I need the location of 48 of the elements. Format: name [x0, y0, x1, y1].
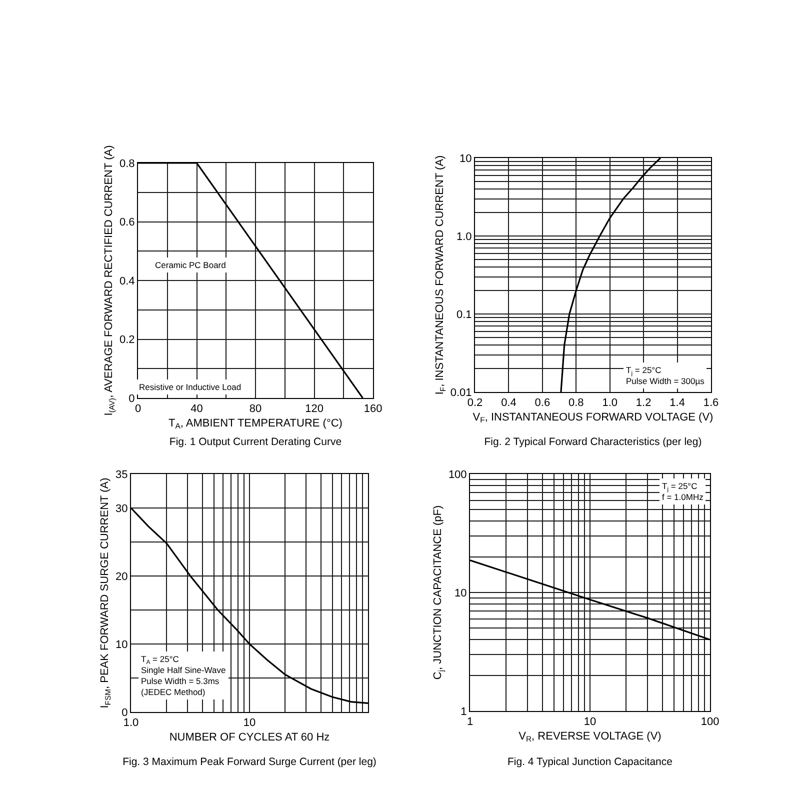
- annotation: T$_{j}$ = 25°C: [662, 481, 698, 493]
- y-tick-label: 0.8: [120, 158, 135, 170]
- y-tick-label: 30: [116, 502, 128, 515]
- y-tick-label: 100: [448, 468, 467, 481]
- y-tick-label: 0.2: [120, 334, 135, 346]
- x-tick-label: 0.4: [501, 397, 516, 410]
- y-tick-label: 1.0: [456, 230, 472, 243]
- y-tick-label: 1: [460, 706, 467, 718]
- y-tick-label: 20: [116, 570, 128, 583]
- annotation: f = 1.0MHz: [662, 492, 704, 502]
- x-tick-label: 1.6: [703, 397, 719, 410]
- x-tick-label: 1.0: [602, 397, 618, 410]
- y-tick-label: 0.1: [456, 308, 472, 321]
- annotation: T$_{j}$ = 25°C: [626, 365, 662, 377]
- y-tick-label: 35: [116, 468, 128, 481]
- annotation: (JEDEC Method): [141, 687, 206, 698]
- x-axis-title: V$_{F}$, INSTANTANEOUS FORWARD VOLTAGE (V): [472, 411, 714, 425]
- text: Fig. 2 Typical Forward Characteristics (per leg): [484, 436, 702, 448]
- annotation: T$_{A}$ = 25°C: [141, 654, 179, 666]
- text: Fig. 1 Output Current Derating Curve: [169, 436, 342, 448]
- x-tick-label: 10: [243, 717, 256, 730]
- y-tick-label: 10: [460, 152, 472, 165]
- annotation: Single Half Sine-Wave: [141, 665, 226, 676]
- x-tick-label: 100: [700, 716, 720, 728]
- y-tick-label: 0: [122, 706, 128, 719]
- y-tick-label: 10: [454, 587, 467, 600]
- annotation: Pulse Width = 300µs: [626, 376, 704, 386]
- x-axis-title: NUMBER OF CYCLES AT 60 Hz: [169, 731, 330, 744]
- x-axis-title: V$_{R}$, REVERSE VOLTAGE (V): [518, 730, 662, 744]
- y-tick-label: 10: [116, 638, 128, 651]
- x-tick-label: 0.6: [534, 397, 550, 410]
- annotation: Pulse Width = 5.3ms: [141, 676, 220, 686]
- x-tick-label: 120: [305, 403, 324, 416]
- y-tick-label: 0.01: [450, 386, 472, 399]
- x-tick-label: 0.8: [568, 397, 584, 410]
- x-tick-label: 1.2: [636, 397, 652, 410]
- annotation: Ceramic PC Board: [155, 260, 226, 270]
- annotation: Resistive or Inductive Load: [139, 382, 242, 392]
- text: Fig. 3 Maximum Peak Forward Surge Current (per leg): [122, 756, 376, 768]
- x-axis-title: T$_{A}$, AMBIENT TEMPERATURE (°C): [168, 417, 342, 431]
- y-tick-label: 0.6: [120, 216, 135, 229]
- x-tick-label: 40: [190, 403, 203, 416]
- x-tick-label: 1.4: [670, 397, 685, 410]
- x-tick-label: 160: [364, 403, 382, 416]
- y-tick-label: 0.4: [120, 275, 135, 288]
- x-tick-label: 80: [249, 403, 262, 416]
- x-tick-label: 10: [584, 716, 596, 728]
- text: Fig. 4 Typical Junction Capacitance: [508, 756, 673, 768]
